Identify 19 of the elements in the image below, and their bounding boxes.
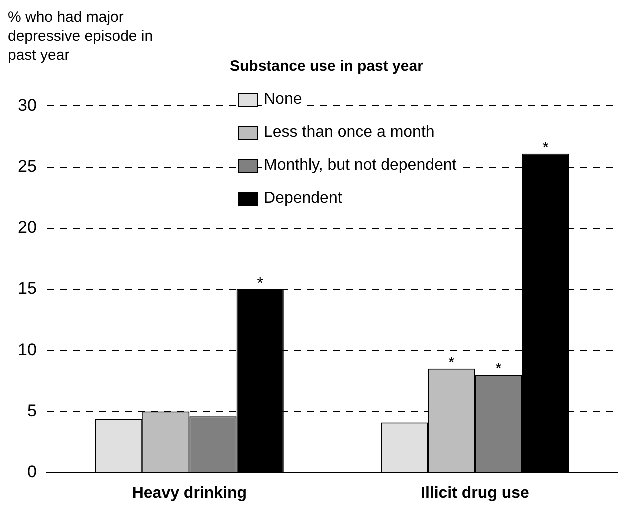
legend-label: Dependent [264, 190, 342, 208]
data-label: * [496, 361, 502, 378]
y-tick-label: 10 [18, 340, 37, 360]
x-tick-label: Heavy drinking [132, 484, 248, 502]
y-tick-label: 30 [18, 96, 37, 115]
x-tick-label: Illicit drug use [420, 484, 530, 502]
data-label: * [542, 140, 550, 157]
y-tick-label: 5 [27, 401, 37, 420]
y-tick-label: 25 [18, 156, 37, 176]
data-label: * [257, 276, 264, 292]
legend-title: Substance use in past year [230, 58, 424, 75]
legend-label: Less than once a month [264, 124, 435, 142]
y-tick-label: 20 [18, 218, 37, 238]
y-tick-label: 0 [27, 462, 37, 482]
data-label: * [448, 354, 455, 372]
y-axis-title: % who had major depressive episode in past year [8, 8, 154, 65]
legend-label: Monthly, but not dependent [264, 156, 457, 174]
y-tick-label: 15 [18, 279, 37, 298]
legend-label: None [264, 90, 302, 108]
